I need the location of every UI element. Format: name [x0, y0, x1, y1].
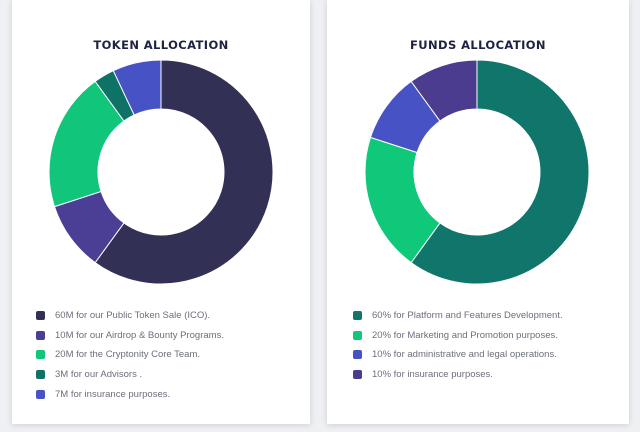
- legend-swatch: [36, 330, 45, 340]
- legend-item: 20M for the Cryptonity Core Team.: [36, 345, 224, 365]
- token-allocation-legend: 60M for our Public Token Sale (ICO). 10M …: [36, 306, 224, 404]
- legend-item: 20% for Marketing and Promotion purposes…: [353, 326, 563, 346]
- legend-swatch: [36, 389, 45, 399]
- legend-label: 10M for our Airdrop & Bounty Programs.: [55, 329, 224, 341]
- legend-label: 3M for our Advisors .: [55, 369, 143, 381]
- legend-swatch: [353, 330, 362, 340]
- legend-item: 10% for insurance purposes.: [353, 365, 563, 385]
- funds-allocation-card: FUNDS ALLOCATION 60% for Platform and Fe…: [327, 0, 629, 424]
- donut-slice: [112, 59, 162, 116]
- legend-label: 60% for Platform and Features Developmen…: [372, 310, 563, 322]
- token-allocation-donut: [48, 59, 274, 285]
- chart-title: FUNDS ALLOCATION: [410, 38, 546, 52]
- legend-item: 60M for our Public Token Sale (ICO).: [36, 306, 224, 326]
- legend-swatch: [36, 350, 45, 360]
- legend-label: 10% for insurance purposes.: [372, 369, 493, 381]
- token-allocation-card: TOKEN ALLOCATION 60M for our Public Toke…: [12, 0, 310, 424]
- legend-swatch: [36, 311, 45, 321]
- legend-swatch: [353, 311, 362, 321]
- funds-allocation-legend: 60% for Platform and Features Developmen…: [353, 306, 563, 384]
- legend-label: 60M for our Public Token Sale (ICO).: [55, 310, 211, 322]
- legend-label: 20M for the Cryptonity Core Team.: [55, 349, 201, 361]
- legend-label: 7M for insurance purposes.: [55, 388, 171, 400]
- legend-label: 20% for Marketing and Promotion purposes…: [372, 329, 558, 341]
- legend-label: 10% for administrative and legal operati…: [372, 349, 557, 361]
- legend-item: 60% for Platform and Features Developmen…: [353, 306, 563, 326]
- legend-item: 7M for insurance purposes.: [36, 384, 224, 404]
- legend-swatch: [36, 370, 45, 380]
- legend-swatch: [353, 370, 362, 380]
- legend-swatch: [353, 350, 362, 360]
- legend-item: 10% for administrative and legal operati…: [353, 345, 563, 365]
- chart-title: TOKEN ALLOCATION: [93, 38, 229, 52]
- funds-allocation-donut: [364, 59, 590, 285]
- donut-slice: [94, 59, 274, 285]
- donut-slice: [410, 59, 590, 285]
- legend-item: 10M for our Airdrop & Bounty Programs.: [36, 326, 224, 346]
- donut-slice: [410, 59, 478, 122]
- legend-item: 3M for our Advisors .: [36, 365, 224, 385]
